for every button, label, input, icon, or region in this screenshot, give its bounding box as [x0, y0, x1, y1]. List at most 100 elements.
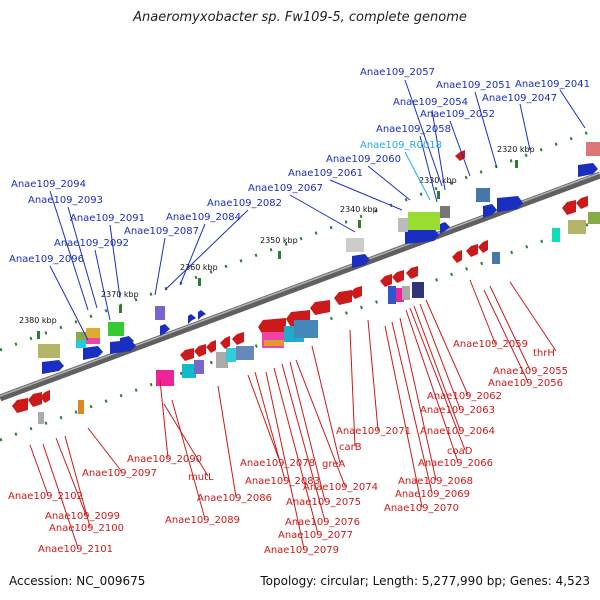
label-leader-line: [217, 385, 237, 498]
gene-feature-box: [402, 286, 410, 300]
reverse-gene-arrow: [206, 340, 216, 353]
reverse-gene-label: Anae109_2089: [165, 515, 240, 526]
label-leader-line: [171, 399, 206, 520]
reverse-gene-arrow: [380, 274, 392, 287]
reverse-gene-label: Anae109_2055: [493, 366, 568, 377]
gene-feature-box: [440, 206, 450, 218]
gene-feature-box: [396, 288, 404, 302]
label-leader-line: [109, 224, 121, 299]
kbp-tick-label: 2360 kbp: [180, 263, 218, 272]
label-leader-line: [289, 194, 356, 233]
reverse-gene-arrow: [406, 266, 418, 279]
forward-gene-label: Anae109_2087: [124, 226, 199, 237]
label-leader-line: [391, 321, 433, 494]
gene-feature-box: [38, 412, 44, 424]
reverse-gene-label: Anae109_2071: [336, 426, 411, 437]
forward-gene-label: Anae109_2084: [166, 212, 241, 223]
gene-feature-box: [568, 220, 586, 234]
reverse-gene-label: Anae109_2078: [240, 458, 315, 469]
label-leader-line: [164, 209, 249, 291]
genome-backbone: [0, 171, 600, 402]
label-leader-line: [163, 403, 209, 477]
forward-gene-label: Anae109_2096: [9, 254, 84, 265]
label-leader-line: [281, 363, 326, 522]
reverse-gene-label: Anae109_2063: [420, 405, 495, 416]
label-leader-line: [483, 289, 529, 383]
forward-gene-label: Anae109_2091: [70, 213, 145, 224]
gene-feature-box: [294, 320, 318, 338]
label-leader-line: [154, 237, 166, 296]
kbp-tick-label: 2320 kbp: [497, 145, 535, 154]
label-leader-line: [49, 190, 89, 311]
label-leader-line: [419, 135, 438, 203]
kbp-tick-label: 2330 kbp: [419, 176, 457, 185]
label-leader-line: [29, 444, 49, 496]
reverse-gene-arrow: [466, 244, 478, 257]
label-leader-line: [67, 206, 98, 309]
label-leader-line: [273, 367, 319, 535]
reverse-gene-label: Anae109_2097: [82, 468, 157, 479]
forward-gene-label: Anae109_2067: [248, 183, 323, 194]
gene-feature-box: [412, 282, 424, 298]
label-leader-line: [49, 265, 89, 341]
gene-feature-box: [86, 338, 100, 344]
kbp-tick-mark: [278, 251, 281, 259]
forward-gene-label: Anae109_2092: [54, 238, 129, 249]
label-leader-line: [87, 427, 123, 473]
reverse-gene-label: Anae109_2056: [488, 378, 563, 389]
forward-gene-label: Anae109_2047: [482, 93, 557, 104]
gene-feature-box: [492, 252, 500, 264]
kbp-tick-mark: [119, 305, 122, 313]
label-leader-line: [489, 285, 531, 371]
forward-gene-label: Anae109_2082: [207, 198, 282, 209]
reverse-gene-label: Anae109_2070: [384, 503, 459, 514]
gene-feature-box: [194, 360, 204, 374]
forward-gene-label: Anae109_2054: [393, 97, 468, 108]
reverse-gene-arrow: [12, 398, 28, 413]
gene-feature-box: [78, 400, 84, 414]
forward-gene-arrow: [405, 228, 439, 244]
reverse-gene-label: Anae109_2068: [398, 476, 473, 487]
label-leader-line: [265, 371, 305, 550]
label-leader-line: [289, 361, 326, 502]
kbp-tick-mark: [437, 191, 440, 199]
label-leader-line: [413, 305, 461, 431]
reverse-gene-arrow: [40, 390, 50, 403]
reverse-gene-arrow: [28, 392, 42, 407]
reverse-gene-label: Anae109_2090: [127, 454, 202, 465]
reverse-gene-arrow: [478, 240, 488, 253]
label-leader-line: [64, 435, 91, 528]
gene-feature-box: [156, 370, 174, 386]
label-leader-line: [409, 307, 466, 451]
label-leader-line: [474, 91, 498, 169]
label-leader-line: [295, 359, 346, 487]
reverse-gene-arrow: [455, 150, 465, 161]
label-leader-line: [311, 345, 341, 464]
reverse-gene-arrow: [350, 286, 362, 299]
forward-gene-arrow: [578, 163, 598, 177]
label-leader-line: [247, 374, 281, 463]
reverse-gene-arrow: [258, 318, 286, 335]
label-leader-line: [425, 299, 469, 396]
reverse-gene-label: Anae109_2076: [285, 517, 360, 528]
accession-text: Accession: NC_009675: [9, 574, 146, 588]
reverse-gene-arrow: [310, 300, 330, 315]
reverse-gene-label: Anae109_2074: [303, 482, 378, 493]
gene-feature-box: [476, 188, 490, 202]
reverse-gene-label: greA: [322, 459, 345, 470]
label-leader-line: [42, 443, 79, 549]
label-leader-line: [404, 151, 431, 201]
reverse-gene-label: Anae109_2102: [8, 491, 83, 502]
reverse-gene-arrow: [220, 336, 230, 349]
forward-gene-arrow: [160, 324, 170, 336]
reverse-gene-arrow: [562, 200, 576, 215]
forward-gene-label: Anae109_2052: [420, 109, 495, 120]
kbp-tick-label: 2350 kbp: [260, 236, 298, 245]
label-leader-line: [179, 223, 206, 286]
gene-feature-box: [108, 322, 124, 336]
forward-gene-arrow: [120, 336, 134, 348]
forward-gene-arrow: [497, 196, 523, 212]
forward-gene-arrow: [483, 204, 497, 218]
